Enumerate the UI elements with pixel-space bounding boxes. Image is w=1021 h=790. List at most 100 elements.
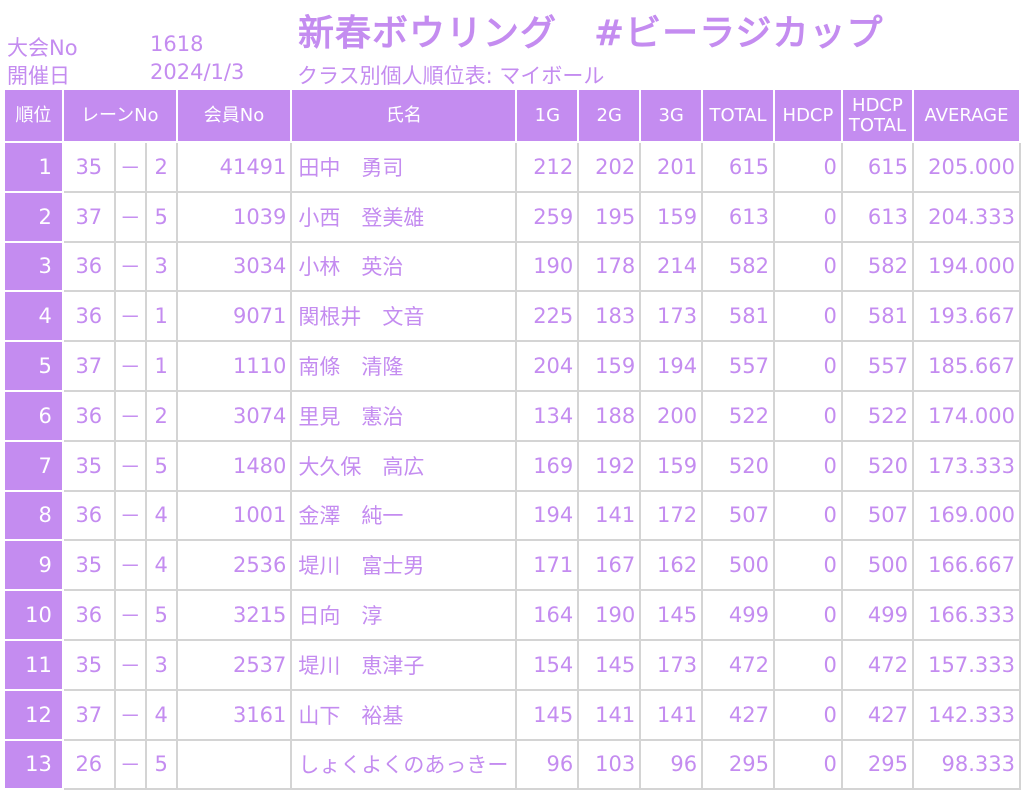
lane-number-cell: 36 — [61, 290, 116, 343]
hdcp-total-cell: 520 — [840, 439, 915, 492]
header-hdcp: HDCP — [773, 88, 843, 143]
average-cell: 169.000 — [912, 489, 1021, 542]
game3-score-cell: 214 — [639, 240, 704, 293]
rank-cell: 9 — [3, 539, 64, 592]
date-label: 開催日 — [7, 64, 70, 88]
member-no-cell: 41491 — [175, 141, 293, 193]
event-no-label: 大会No — [7, 36, 78, 60]
header-name: 氏名 — [290, 88, 518, 143]
hdcp-total-cell: 615 — [840, 141, 915, 193]
hdcp-cell: 0 — [773, 340, 843, 392]
player-name-cell: しょくよくのあっきー — [290, 738, 518, 790]
lane-box-cell: 5 — [144, 190, 178, 243]
hdcp-total-cell: 557 — [840, 340, 915, 392]
lane-box-cell: 5 — [144, 439, 178, 492]
game3-score-cell: 145 — [639, 589, 704, 641]
game1-score-cell: 212 — [515, 141, 580, 193]
game3-score-cell: 200 — [639, 389, 704, 442]
table-row: 7 35 － 5 1480 大久保 高広 169 192 159 520 0 520 173.333 — [3, 439, 1021, 492]
game3-score-cell: 141 — [639, 688, 704, 741]
table-row: 3 36 － 3 3034 小林 英治 190 178 214 582 0 582 194.000 — [3, 240, 1021, 293]
game2-score-cell: 178 — [577, 240, 642, 293]
game1-score-cell: 225 — [515, 290, 580, 343]
lane-separator: － — [113, 439, 147, 492]
game3-score-cell: 159 — [639, 190, 704, 243]
player-name-cell: 日向 淳 — [290, 589, 518, 641]
page-header: 大会No 1618 開催日 2024/1/3 新春ボウリング #ビーラジカップ … — [0, 0, 1021, 88]
table-row: 11 35 － 3 2537 堤川 恵津子 154 145 173 472 0 472 157.333 — [3, 638, 1021, 691]
hdcp-cell: 0 — [773, 489, 843, 542]
table-row: 5 37 － 1 1110 南條 清隆 204 159 194 557 0 557 185.667 — [3, 340, 1021, 392]
player-name-cell: 大久保 高広 — [290, 439, 518, 492]
game3-score-cell: 162 — [639, 539, 704, 592]
game1-score-cell: 154 — [515, 638, 580, 691]
hdcp-cell: 0 — [773, 290, 843, 343]
lane-separator: － — [113, 340, 147, 392]
game2-score-cell: 202 — [577, 141, 642, 193]
average-cell: 173.333 — [912, 439, 1021, 492]
lane-separator: － — [113, 240, 147, 293]
date-value: 2024/1/3 — [150, 60, 245, 84]
total-score-cell: 582 — [701, 240, 775, 293]
hdcp-total-cell: 582 — [840, 240, 915, 293]
rank-cell: 6 — [3, 389, 64, 442]
lane-number-cell: 35 — [61, 539, 116, 592]
game1-score-cell: 259 — [515, 190, 580, 243]
lane-box-cell: 5 — [144, 589, 178, 641]
lane-number-cell: 37 — [61, 190, 116, 243]
lane-box-cell: 5 — [144, 738, 178, 790]
player-name-cell: 里見 憲治 — [290, 389, 518, 442]
hdcp-cell: 0 — [773, 439, 843, 492]
average-cell: 185.667 — [912, 340, 1021, 392]
lane-separator: － — [113, 190, 147, 243]
rank-cell: 4 — [3, 290, 64, 343]
game2-score-cell: 141 — [577, 489, 642, 542]
rank-cell: 11 — [3, 638, 64, 691]
game1-score-cell: 204 — [515, 340, 580, 392]
lane-box-cell: 2 — [144, 389, 178, 442]
lane-number-cell: 36 — [61, 240, 116, 293]
player-name-cell: 関根井 文音 — [290, 290, 518, 343]
lane-box-cell: 1 — [144, 340, 178, 392]
header-lane: レーンNo — [61, 88, 178, 143]
lane-separator: － — [113, 738, 147, 790]
game2-score-cell: 103 — [577, 738, 642, 790]
rank-cell: 7 — [3, 439, 64, 492]
player-name-cell: 南條 清隆 — [290, 340, 518, 392]
total-score-cell: 581 — [701, 290, 775, 343]
lane-box-cell: 4 — [144, 539, 178, 592]
game3-score-cell: 201 — [639, 141, 704, 193]
game2-score-cell: 141 — [577, 688, 642, 741]
member-no-cell: 1110 — [175, 340, 293, 392]
total-score-cell: 472 — [701, 638, 775, 691]
hdcp-total-cell: 472 — [840, 638, 915, 691]
hdcp-total-cell: 613 — [840, 190, 915, 243]
table-row: 10 36 － 5 3215 日向 淳 164 190 145 499 0 499 166.333 — [3, 589, 1021, 641]
player-name-cell: 堤川 富士男 — [290, 539, 518, 592]
player-name-cell: 堤川 恵津子 — [290, 638, 518, 691]
table-row: 6 36 － 2 3074 里見 憲治 134 188 200 522 0 522 174.000 — [3, 389, 1021, 442]
table-row: 1 35 － 2 41491 田中 勇司 212 202 201 615 0 615 205.000 — [3, 141, 1021, 193]
total-score-cell: 500 — [701, 539, 775, 592]
game1-score-cell: 169 — [515, 439, 580, 492]
lane-box-cell: 2 — [144, 141, 178, 193]
game3-score-cell: 173 — [639, 290, 704, 343]
hdcp-cell: 0 — [773, 190, 843, 243]
game2-score-cell: 183 — [577, 290, 642, 343]
table-row: 4 36 － 1 9071 関根井 文音 225 183 173 581 0 581 193.667 — [3, 290, 1021, 343]
rank-cell: 10 — [3, 589, 64, 641]
hdcp-cell: 0 — [773, 688, 843, 741]
game3-score-cell: 96 — [639, 738, 704, 790]
game2-score-cell: 159 — [577, 340, 642, 392]
lane-separator: － — [113, 489, 147, 542]
hdcp-total-cell: 522 — [840, 389, 915, 442]
game3-score-cell: 159 — [639, 439, 704, 492]
lane-number-cell: 35 — [61, 638, 116, 691]
event-no-value: 1618 — [150, 32, 204, 56]
hdcp-total-cell: 581 — [840, 290, 915, 343]
game2-score-cell: 145 — [577, 638, 642, 691]
lane-number-cell: 37 — [61, 688, 116, 741]
hdcp-cell: 0 — [773, 738, 843, 790]
table-row: 12 37 － 4 3161 山下 裕基 145 141 141 427 0 427 142.333 — [3, 688, 1021, 741]
average-cell: 157.333 — [912, 638, 1021, 691]
